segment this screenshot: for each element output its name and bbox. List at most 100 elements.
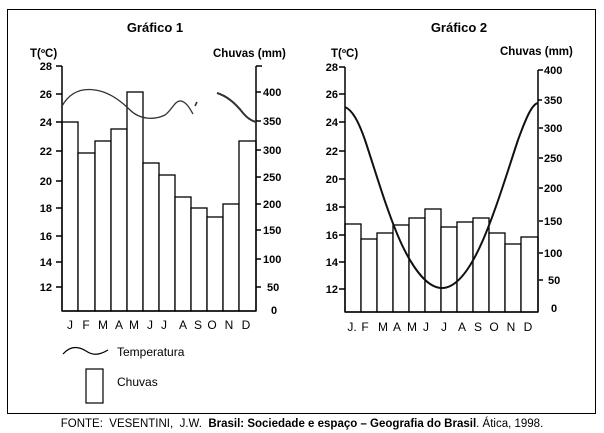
svg-text:14: 14 [326, 257, 339, 269]
svg-text:14: 14 [40, 257, 53, 269]
svg-text:A: A [179, 318, 187, 332]
chart-1-title: Gráfico 1 [127, 20, 183, 35]
chart-1-left-tick-labels: 28 26 24 22 20 18 16 14 12 [40, 61, 53, 294]
svg-text:350: 350 [544, 95, 562, 107]
svg-text:M: M [407, 320, 417, 334]
legend-temperature-label: Temperatura [117, 345, 185, 359]
svg-text:26: 26 [326, 89, 338, 101]
bar-may [408, 217, 426, 313]
svg-text:50: 50 [267, 282, 279, 294]
svg-text:12: 12 [40, 282, 52, 294]
chart-1-temperature-line [61, 88, 257, 123]
svg-text:28: 28 [40, 61, 52, 73]
svg-text:150: 150 [263, 225, 281, 237]
svg-text:24: 24 [326, 117, 339, 129]
bar-mar [94, 140, 112, 312]
svg-text:M: M [129, 318, 139, 332]
bar-mar [376, 232, 394, 313]
caption-author: FONTE: VESENTINI, J.W. [60, 418, 209, 430]
svg-text:0: 0 [551, 303, 557, 315]
bar-jul [440, 226, 458, 313]
bar-oct [206, 216, 224, 312]
caption-publisher: . Ática, 1998. [476, 418, 544, 430]
chart-1-left-axis-label: T(ºC) [30, 48, 57, 60]
bar-apr [392, 224, 410, 313]
svg-text:400: 400 [263, 87, 281, 99]
chart-2-month-labels: J. F M A M J J A S O N D [347, 320, 532, 334]
bar-apr [110, 128, 128, 312]
source-caption: FONTE: VESENTINI, J.W. Brasil: Sociedade… [0, 418, 604, 430]
svg-text:200: 200 [544, 183, 562, 195]
chart-2-title: Gráfico 2 [431, 20, 487, 35]
svg-text:400: 400 [544, 65, 562, 77]
chart-2-temperature-line [344, 102, 539, 290]
svg-text:J.: J. [347, 320, 356, 334]
svg-text:20: 20 [326, 174, 338, 186]
svg-text:O: O [207, 318, 216, 332]
chart-1-month-labels: J F M A M J J A S O N D [67, 318, 251, 332]
bar-dec [520, 236, 539, 313]
svg-text:D: D [242, 318, 251, 332]
svg-text:S: S [474, 320, 482, 334]
bar-feb [77, 152, 96, 312]
svg-text:26: 26 [40, 89, 52, 101]
svg-text:250: 250 [263, 172, 281, 184]
bar-aug [174, 196, 192, 312]
bar-aug [456, 221, 474, 313]
rain-legend-bar-icon [85, 368, 104, 404]
chart-2-left-axis-label: T(ºC) [331, 48, 358, 60]
svg-text:J: J [147, 318, 153, 332]
svg-text:22: 22 [326, 146, 338, 158]
chart-2-left-tick-labels: 28 26 24 22 20 18 16 14 12 [326, 62, 339, 296]
svg-text:A: A [393, 320, 401, 334]
svg-text:22: 22 [40, 146, 52, 158]
bar-sep [190, 207, 208, 312]
svg-text:300: 300 [263, 145, 281, 157]
svg-text:0: 0 [271, 305, 277, 317]
bar-feb [360, 238, 378, 313]
svg-text:F: F [82, 318, 89, 332]
svg-text:J: J [67, 318, 73, 332]
svg-text:100: 100 [263, 254, 281, 266]
figure-frame [7, 9, 596, 414]
svg-text:50: 50 [548, 275, 560, 287]
chart-1-right-tick-labels: 400 350 300 250 200 150 100 50 0 [263, 87, 281, 317]
svg-text:300: 300 [544, 123, 562, 135]
temperature-legend-wave-icon [62, 347, 109, 355]
chart-1: Gráfico 1 T(ºC) Chuvas (mm) [30, 20, 286, 332]
svg-text:A: A [458, 320, 466, 334]
svg-text:200: 200 [263, 199, 281, 211]
svg-text:12: 12 [326, 284, 338, 296]
svg-text:J: J [161, 318, 167, 332]
bar-nov [222, 203, 240, 312]
bar-may [126, 91, 144, 312]
svg-text:M: M [98, 318, 108, 332]
svg-text:24: 24 [40, 117, 53, 129]
svg-text:18: 18 [40, 203, 52, 215]
svg-text:S: S [194, 318, 202, 332]
legend: Temperatura Chuvas [62, 345, 185, 404]
chart-2: Gráfico 2 T(ºC) Chuvas (mm) [326, 20, 573, 334]
svg-text:D: D [524, 320, 533, 334]
legend-rain-label: Chuvas [117, 375, 158, 389]
svg-text:F: F [361, 320, 368, 334]
svg-text:16: 16 [326, 230, 338, 242]
svg-text:28: 28 [326, 62, 338, 74]
bar-nov [504, 243, 522, 313]
svg-text:100: 100 [544, 248, 562, 260]
chart-2-right-tick-labels: 400 350 300 250 200 150 100 50 0 [544, 65, 562, 315]
svg-text:16: 16 [40, 231, 52, 243]
svg-text:O: O [489, 320, 498, 334]
caption-book-title: Brasil: Sociedade e espaço – Geografia d… [208, 418, 477, 430]
svg-text:150: 150 [544, 216, 562, 228]
bar-oct [488, 232, 506, 313]
svg-text:M: M [378, 320, 388, 334]
svg-text:N: N [225, 318, 234, 332]
bar-jun [424, 208, 442, 313]
svg-text:J: J [441, 320, 447, 334]
svg-text:20: 20 [40, 176, 52, 188]
bar-jan [344, 223, 362, 313]
svg-text:350: 350 [263, 116, 281, 128]
chart-2-right-axis-label: Chuvas (mm) [500, 46, 573, 58]
